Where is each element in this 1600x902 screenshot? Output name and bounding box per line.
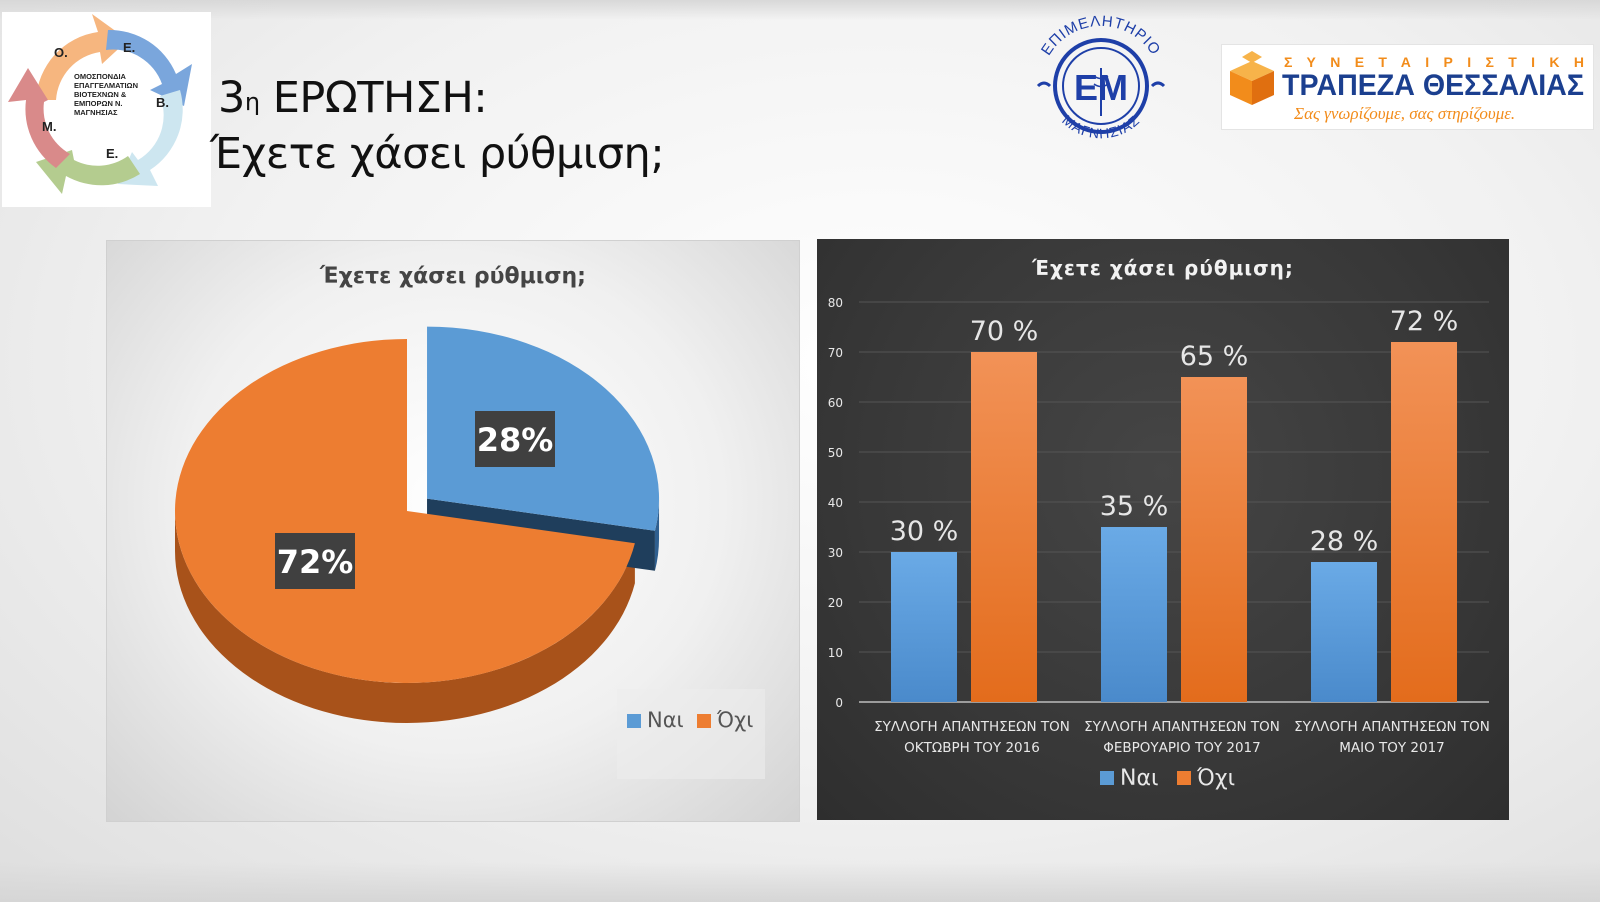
title-line-2: Έχετε χάσει ρύθμιση; bbox=[210, 129, 665, 179]
top-shadow-band bbox=[0, 0, 1600, 20]
pie-legend-label: Όχι bbox=[716, 708, 753, 732]
bar-y-tick: 10 bbox=[828, 646, 843, 660]
svg-text:ΕΠΙΜΕΛΗΤΗΡΙΟ: ΕΠΙΜΕΛΗΤΗΡΙΟ bbox=[1038, 13, 1164, 59]
bar-chart: Έχετε χάσει ρύθμιση; 0 10 20 30 40 50 60 70 80 3… bbox=[828, 256, 1490, 791]
bank-logo: Σ Υ Ν Ε Τ Α Ι Ρ Ι Σ Τ Ι Κ Η ΤΡΑΠΕΖΑ ΘΕΣΣ… bbox=[1221, 44, 1594, 130]
bar-y-tick: 70 bbox=[828, 346, 843, 360]
pie-side-όχι bbox=[175, 511, 635, 723]
pie-chart-title: Έχετε χάσει ρύθμιση; bbox=[319, 264, 586, 289]
logo-letter-e2: Ε. bbox=[106, 146, 118, 161]
association-logo: Ο. Ε. Β. Ε. Μ. ΟΜΟΣΠΟΝΔΙΑ ΕΠΑΓΓΕΛΜΑΤΙΩΝ … bbox=[2, 12, 211, 207]
bar-x-label: ΦΕΒΡΟΥΑΡΙΟ ΤΟΥ 2017 bbox=[1103, 740, 1260, 756]
logo-text-5: ΜΑΓΝΗΣΙΑΣ bbox=[74, 108, 118, 117]
logo-arrow-m bbox=[8, 68, 70, 168]
bar-y-tick: 0 bbox=[835, 696, 843, 710]
logo-letter-m: Μ. bbox=[42, 119, 56, 134]
title-line-1: 3η ΕΡΩΤΗΣΗ: bbox=[210, 70, 664, 126]
bar-y-tick: 80 bbox=[828, 296, 843, 310]
bar-όχι-2 bbox=[1181, 377, 1247, 702]
logo-letter-b: Β. bbox=[156, 95, 169, 110]
bar-legend-swatch bbox=[1177, 771, 1191, 785]
bar-y-tick: 30 bbox=[828, 546, 843, 560]
logo-text-3: ΒΙΟΤΕΧΝΩΝ & bbox=[74, 90, 127, 99]
bank-cube-icon bbox=[1230, 51, 1274, 105]
bar-data-label: 65 % bbox=[1180, 341, 1249, 372]
chamber-top-text: ΕΠΙΜΕΛΗΤΗΡΙΟ bbox=[1038, 13, 1163, 59]
bar-data-label: 35 % bbox=[1100, 491, 1169, 522]
bar-ναι-2 bbox=[1101, 527, 1167, 702]
bar-y-tick: 20 bbox=[828, 596, 843, 610]
bar-ναι-3 bbox=[1311, 562, 1377, 702]
chamber-logo: ΕΠΙΜΕΛΗΤΗΡΙΟ ΜΑΓΝΗΣΙΑΣ ΕΜ bbox=[1018, 6, 1184, 160]
bar-data-label: 30 % bbox=[890, 516, 959, 547]
bar-data-label: 70 % bbox=[970, 316, 1039, 347]
logo-arrow-b bbox=[118, 90, 183, 186]
bar-x-label: ΣΥΛΛΟΓΗ ΑΠΑΝΤΗΣΕΩΝ ΤΟΝ bbox=[874, 719, 1070, 735]
bar-data-label: 28 % bbox=[1310, 526, 1379, 557]
bar-data-label: 72 % bbox=[1390, 306, 1459, 337]
logo-arrow-e1 bbox=[106, 29, 192, 106]
bar-ναι-1 bbox=[891, 552, 957, 702]
pie-legend-swatch bbox=[627, 714, 641, 728]
logo-text-4: ΕΜΠΟΡΩΝ Ν. bbox=[74, 99, 123, 108]
title-question-label: ΕΡΩΤΗΣΗ: bbox=[259, 73, 488, 123]
bar-x-label: ΟΚΤΩΒΡΗ ΤΟΥ 2016 bbox=[904, 740, 1040, 756]
bar-όχι-1 bbox=[971, 352, 1037, 702]
bar-y-tick: 60 bbox=[828, 396, 843, 410]
title-number: 3 bbox=[218, 73, 245, 123]
slide-title: 3η ΕΡΩΤΗΣΗ: Έχετε χάσει ρύθμιση; bbox=[210, 70, 665, 182]
bank-line-1: Σ Υ Ν Ε Τ Α Ι Ρ Ι Σ Τ Ι Κ Η bbox=[1284, 54, 1584, 70]
bottom-shadow-band bbox=[0, 862, 1600, 902]
bar-y-tick: 40 bbox=[828, 496, 843, 510]
logo-letter-e1: Ε. bbox=[123, 40, 135, 55]
pie-legend-label: Ναι bbox=[647, 708, 684, 732]
pie-data-label: 72% bbox=[277, 543, 354, 581]
bar-όχι-3 bbox=[1391, 342, 1457, 702]
title-superscript: η bbox=[244, 88, 260, 116]
bank-slogan: Σας γνωρίζουμε, σας στηρίζουμε. bbox=[1293, 104, 1515, 123]
pie-side-ναι bbox=[654, 498, 660, 571]
pie-label-box bbox=[475, 411, 555, 467]
bar-x-label: ΣΥΛΛΟΓΗ ΑΠΑΝΤΗΣΕΩΝ ΤΟΝ bbox=[1084, 719, 1280, 735]
bar-chart-panel: Έχετε χάσει ρύθμιση; 0 10 20 30 40 50 60 70 80 3… bbox=[817, 239, 1509, 820]
logo-arrow-o bbox=[36, 14, 128, 100]
bar-legend-label: Όχι bbox=[1196, 766, 1235, 791]
pie-slice-όχι bbox=[174, 339, 635, 683]
pie-chart: Έχετε χάσει ρύθμιση; 28% 72% Ναι Όχι bbox=[174, 264, 765, 779]
pie-label-box bbox=[275, 533, 355, 589]
bar-chart-title: Έχετε χάσει ρύθμιση; bbox=[1031, 256, 1294, 280]
bank-line-2: ΤΡΑΠΕΖΑ ΘΕΣΣΑΛΙΑΣ bbox=[1282, 69, 1584, 102]
svg-text:ΜΑΓΝΗΣΙΑΣ: ΜΑΓΝΗΣΙΑΣ bbox=[1059, 112, 1143, 142]
logo-text-1: ΟΜΟΣΠΟΝΔΙΑ bbox=[74, 72, 127, 81]
bar-legend-swatch bbox=[1100, 771, 1114, 785]
pie-chart-panel: Έχετε χάσει ρύθμιση; 28% 72% Ναι Όχι bbox=[106, 240, 800, 822]
pie-data-label: 28% bbox=[477, 421, 554, 459]
pie-legend-swatch bbox=[697, 714, 711, 728]
logo-letter-o: Ο. bbox=[54, 45, 68, 60]
bar-x-label: ΣΥΛΛΟΓΗ ΑΠΑΝΤΗΣΕΩΝ ΤΟΝ bbox=[1294, 719, 1490, 735]
bar-y-tick: 50 bbox=[828, 446, 843, 460]
bar-legend-label: Ναι bbox=[1120, 766, 1158, 791]
logo-text-2: ΕΠΑΓΓΕΛΜΑΤΙΩΝ bbox=[74, 81, 138, 90]
bar-x-label: ΜΑΙΟ ΤΟΥ 2017 bbox=[1339, 740, 1445, 756]
chamber-bottom-text: ΜΑΓΝΗΣΙΑΣ bbox=[1059, 112, 1142, 142]
